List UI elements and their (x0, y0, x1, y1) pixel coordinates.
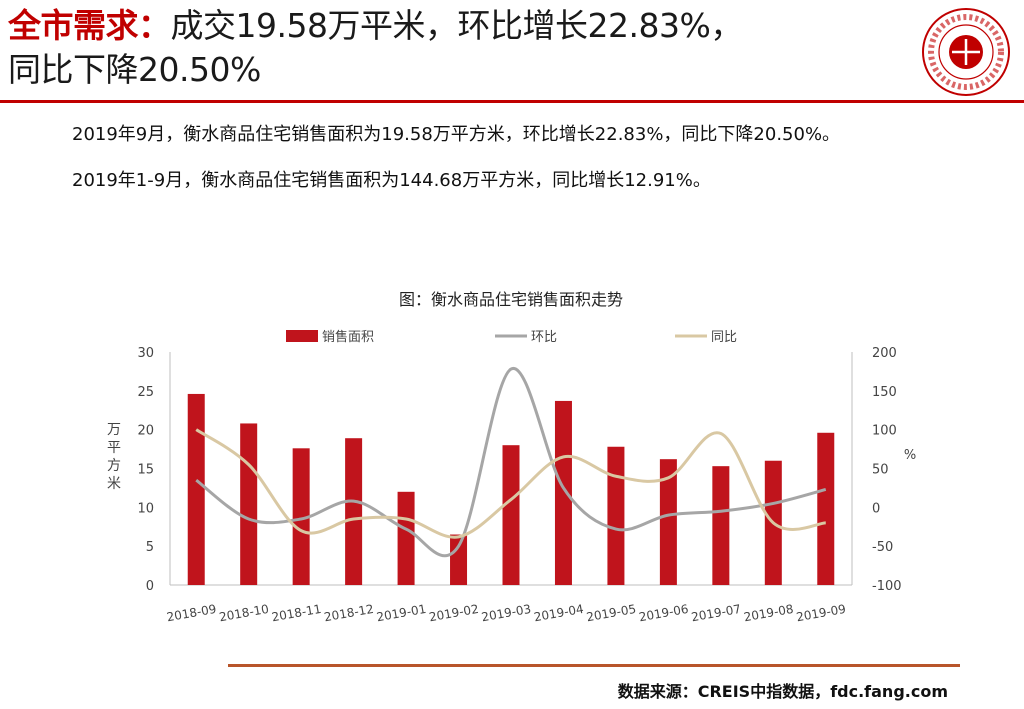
y-tick-label: 10 (137, 501, 154, 516)
bar-2018-10 (240, 423, 258, 585)
y-axis-label-char: 万 (107, 422, 121, 438)
x-tick-label: 2018-09 (166, 602, 218, 624)
x-tick-label: 2019-01 (375, 602, 427, 624)
y-tick-label: 30 (137, 346, 154, 361)
x-tick-label: 2019-08 (743, 602, 795, 624)
header-rule (0, 100, 1024, 103)
y2-tick-label: 200 (872, 346, 897, 361)
title-rest: 成交19.58万平米，环比增长22.83%， (170, 6, 744, 45)
y-axis-label-char: 平 (107, 440, 121, 456)
legend-label-2: 同比 (711, 330, 737, 345)
y2-tick-label: -50 (872, 540, 893, 555)
legend-label-1: 环比 (531, 330, 557, 345)
y-axis-label-char: 米 (107, 476, 121, 492)
y2-axis-label: % (904, 448, 916, 463)
page-title-line2: 同比下降20.50% (8, 50, 261, 89)
bar-2019-07 (712, 466, 730, 585)
bar-2019-09 (817, 432, 835, 585)
y-tick-label: 5 (146, 540, 154, 555)
y-tick-label: 0 (146, 579, 154, 594)
y-tick-label: 20 (137, 424, 154, 439)
sales-area-chart: 图：衡水商品住宅销售面积走势销售面积 环比 同比 0 5 10 15 20 25 30 -100 -5… (100, 280, 940, 640)
page-title-line1: 全市需求：成交19.58万平米，环比增长22.83%， (8, 4, 908, 48)
x-tick-label: 2019-09 (795, 602, 847, 624)
y2-tick-label: 0 (872, 501, 880, 516)
title-accent: 全市需求： (8, 6, 171, 45)
line-同比 (195, 428, 826, 539)
data-source: 数据来源：CREIS中指数据，fdc.fang.com (617, 682, 948, 701)
x-tick-label: 2019-03 (480, 602, 532, 624)
x-tick-label: 2019-02 (428, 602, 480, 624)
bar-2019-01 (397, 491, 415, 585)
legend-label-0: 销售面积 (322, 329, 374, 345)
chart-title: 图：衡水商品住宅销售面积走势 (399, 290, 623, 309)
x-tick-label: 2018-11 (271, 602, 323, 624)
china-index-academy-seal-icon (920, 6, 1012, 98)
y2-tick-label: 100 (872, 424, 897, 439)
bar-2019-04 (554, 400, 572, 585)
x-tick-label: 2018-10 (218, 602, 270, 624)
x-tick-label: 2019-06 (638, 602, 690, 624)
paragraph-2: 2019年1-9月，衡水商品住宅销售面积为144.68万平方米，同比增长12.9… (72, 170, 711, 191)
y-axis-label-char: 方 (107, 458, 121, 474)
line-环比 (195, 367, 827, 558)
bar-2019-06 (659, 459, 677, 585)
y2-tick-label: 150 (872, 385, 897, 400)
bar-2019-05 (607, 446, 625, 585)
legend-swatch-0 (286, 330, 318, 342)
bar-2018-11 (292, 448, 310, 585)
x-tick-label: 2018-12 (323, 602, 375, 624)
bar-2018-09 (187, 393, 205, 585)
x-tick-label: 2019-04 (533, 602, 585, 624)
x-tick-label: 2019-07 (690, 602, 742, 624)
bar-2019-03 (502, 445, 520, 585)
paragraph-1: 2019年9月，衡水商品住宅销售面积为19.58万平方米，环比增长22.83%，… (72, 124, 841, 145)
bar-2018-12 (345, 438, 363, 585)
footer-rule (228, 664, 960, 667)
y-tick-label: 25 (137, 385, 154, 400)
y2-tick-label: -100 (872, 579, 902, 594)
body-text: 2019年9月，衡水商品住宅销售面积为19.58万平方米，环比增长22.83%，… (36, 118, 996, 210)
x-tick-label: 2019-05 (585, 602, 637, 624)
y-tick-label: 15 (137, 463, 154, 478)
header: 全市需求：成交19.58万平米，环比增长22.83%， 同比下降20.50% (8, 4, 908, 92)
y2-tick-label: 50 (872, 463, 889, 478)
bar-2019-02 (450, 534, 468, 585)
